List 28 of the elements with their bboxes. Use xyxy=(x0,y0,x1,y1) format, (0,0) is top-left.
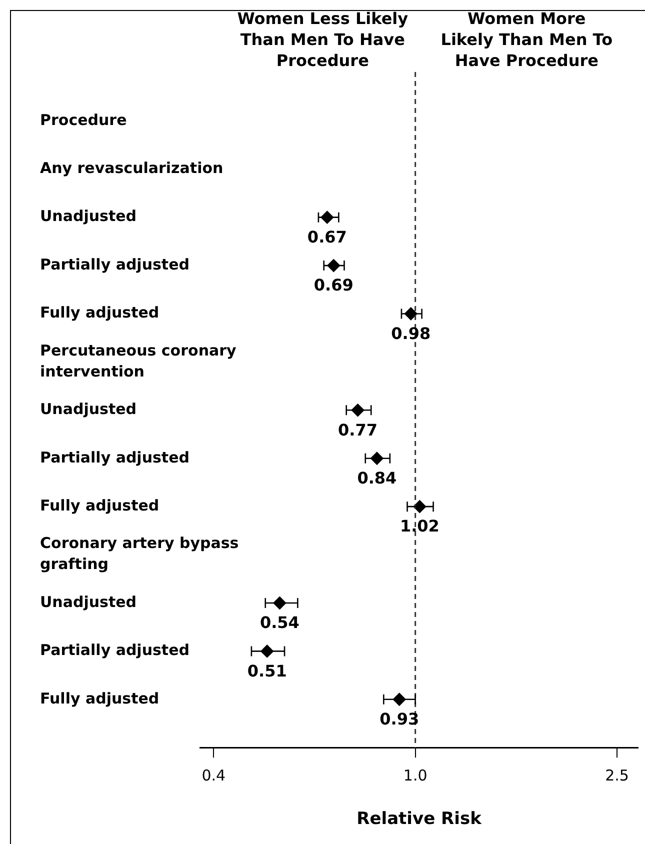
data-label: 0.84 xyxy=(357,468,397,488)
data-label: 0.51 xyxy=(247,661,287,680)
data-label: 0.93 xyxy=(380,710,420,729)
data-label: 1.02 xyxy=(400,516,440,536)
x-tick-label: 2.5 xyxy=(605,766,629,784)
y-tick-label: Fully adjusted xyxy=(40,689,160,708)
y-tick-label: Coronary artery bypass grafting xyxy=(40,534,239,574)
x-tick-label: 1.0 xyxy=(403,766,428,784)
y-tick-label: Fully adjusted xyxy=(40,496,160,514)
y-tick-label: Percutaneous coronary intervention xyxy=(40,341,237,380)
x-axis-title: Relative Risk xyxy=(356,809,482,830)
x-tick-label: 0.4 xyxy=(202,766,226,784)
data-label: 0.67 xyxy=(307,227,347,246)
y-tick-label: Partially adjusted xyxy=(40,448,190,466)
text: Women More Likely Than Men To Have Procedure xyxy=(440,9,613,70)
data-label: 0.54 xyxy=(260,613,300,632)
y-tick-label: Fully adjusted xyxy=(40,304,160,322)
data-label: 0.69 xyxy=(314,276,354,295)
y-tick-label: Any revascularization xyxy=(40,159,224,178)
data-label: 0.77 xyxy=(338,420,378,440)
y-tick-label: Procedure xyxy=(40,110,127,129)
text: Women Less Likely Than Men To Have Procedure xyxy=(237,9,409,70)
y-tick-label: Unadjusted xyxy=(40,207,137,226)
y-tick-label: Partially adjusted xyxy=(40,255,190,274)
data-label: 0.98 xyxy=(391,324,431,343)
y-tick-label: Unadjusted xyxy=(40,592,137,611)
y-tick-label: Partially adjusted xyxy=(40,641,190,660)
y-tick-label: Unadjusted xyxy=(40,400,137,418)
